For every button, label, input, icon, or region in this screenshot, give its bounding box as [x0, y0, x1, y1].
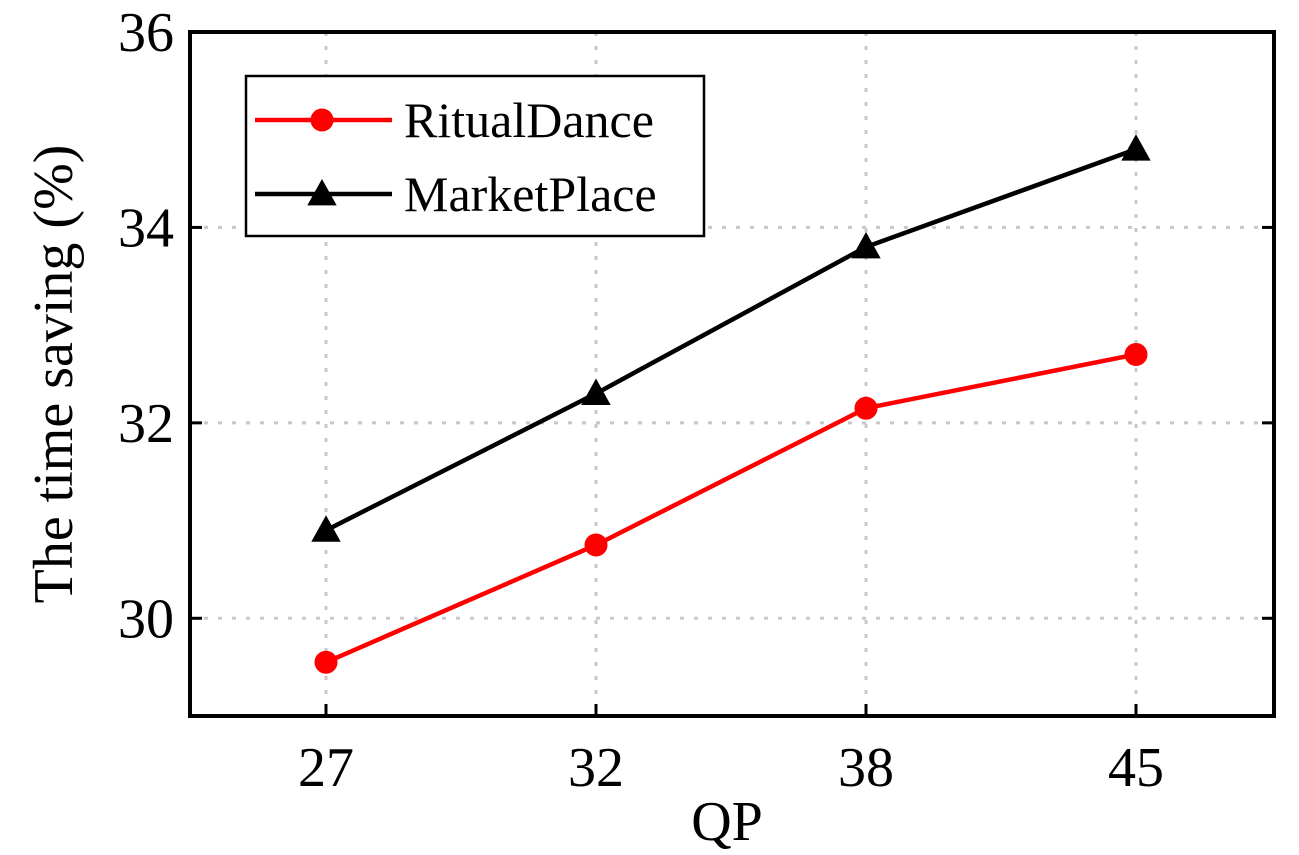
y-tick-label: 30 [118, 588, 174, 650]
series-layer [311, 134, 1151, 674]
data-point [584, 533, 608, 557]
x-tick-label: 38 [838, 737, 894, 799]
legend-entry: RitualDance [255, 92, 654, 148]
data-point [311, 515, 341, 542]
data-point [314, 650, 338, 674]
legend-label: RitualDance [404, 92, 654, 148]
x-axis-label: QP [691, 791, 763, 850]
legend-marker [310, 108, 334, 132]
data-point [1124, 342, 1148, 366]
x-tick-label: 27 [298, 737, 354, 799]
y-tick-label: 36 [118, 2, 174, 64]
legend-box [244, 74, 706, 238]
data-point [581, 378, 611, 405]
legend: RitualDance MarketPlace [244, 74, 706, 238]
data-point [851, 231, 881, 259]
y-axis-label: The time saving (%) [23, 145, 85, 604]
y-tick-label: 34 [118, 197, 174, 259]
legend-entry: MarketPlace [255, 166, 657, 222]
legend-marker [307, 178, 337, 206]
series-ritualdance [314, 342, 1148, 674]
data-point [1121, 134, 1151, 161]
y-tick-label: 32 [118, 393, 174, 455]
data-point [854, 396, 878, 420]
axis-ticks: 27 32 38 45 30 32 34 36 [118, 2, 1274, 799]
plot-frame [188, 30, 1276, 718]
legend-label: MarketPlace [404, 166, 657, 222]
series-line [324, 147, 1137, 533]
series-line [325, 352, 1137, 665]
x-tick-label: 32 [568, 737, 624, 799]
series-marketplace [311, 134, 1151, 542]
x-tick-label: 45 [1108, 737, 1164, 799]
